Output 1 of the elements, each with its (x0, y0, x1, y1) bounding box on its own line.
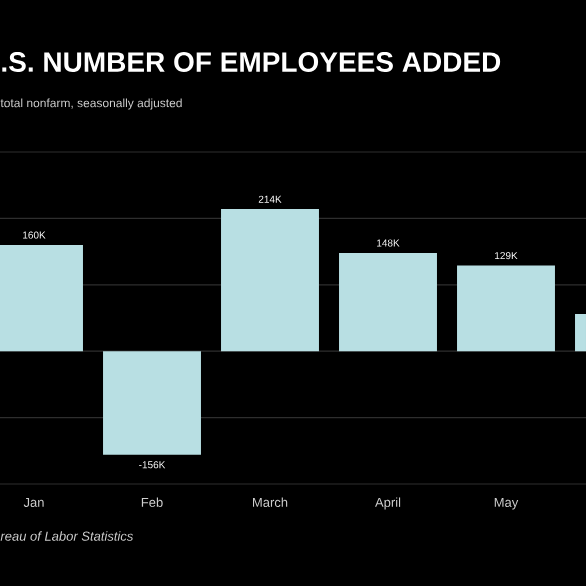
chart-title: .S. NUMBER OF EMPLOYEES ADDED (2, 52, 501, 72)
